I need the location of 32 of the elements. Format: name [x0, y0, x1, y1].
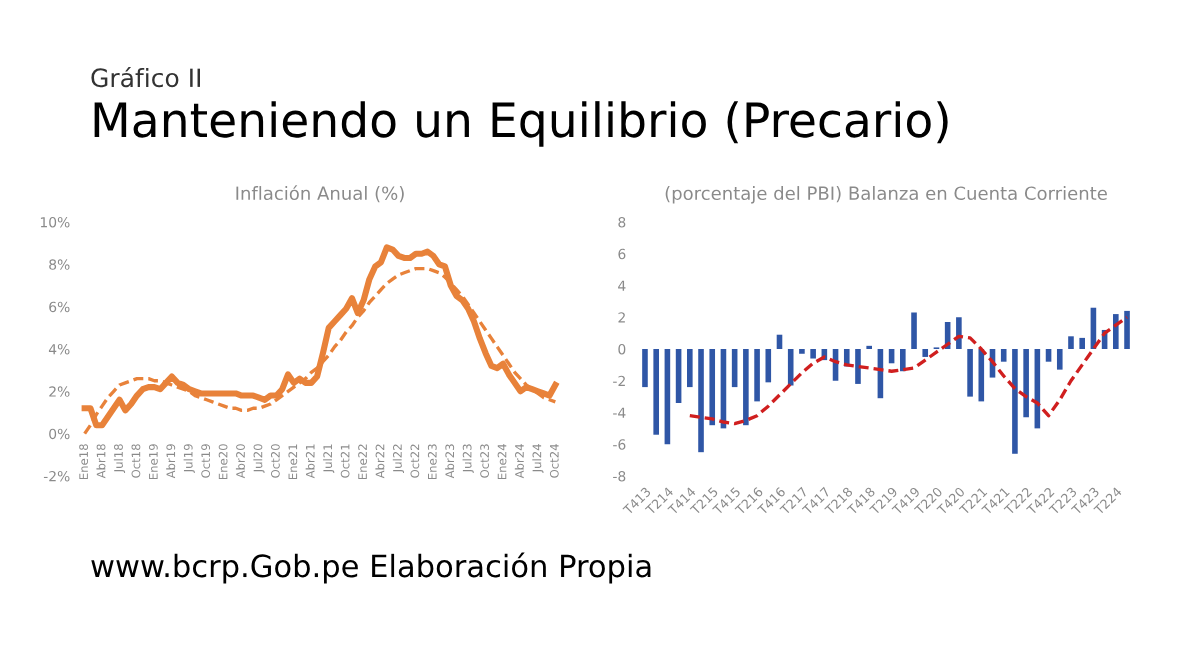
bar — [922, 349, 929, 357]
bar — [1023, 349, 1029, 418]
bar — [911, 312, 917, 349]
bar — [709, 349, 716, 426]
text: Manteniendo un Equilibrio (Precario) — [94, 101, 948, 147]
bar — [900, 349, 906, 372]
chart-title: (porcentaje del PBI) Balanza en Cuenta Corriente — [665, 186, 1107, 204]
text: Gráfico II — [91, 66, 200, 88]
bar — [687, 349, 693, 388]
chart-title: Inflación Anual (%) — [236, 185, 404, 203]
bar — [698, 349, 704, 453]
bar — [765, 349, 772, 383]
bar — [1045, 349, 1052, 362]
line-series — [81, 244, 559, 429]
bar — [653, 349, 659, 435]
bar — [1079, 337, 1085, 349]
bar — [810, 349, 816, 359]
bar — [787, 349, 794, 386]
text: www.bcrp.Gob.pe Elaboración Propia — [91, 552, 651, 584]
bar — [1068, 336, 1074, 349]
bar — [1113, 314, 1119, 349]
bar — [967, 349, 973, 397]
bar — [743, 349, 749, 426]
bar — [1056, 349, 1063, 370]
bar — [978, 349, 985, 402]
bar — [1124, 310, 1130, 349]
bar — [754, 349, 760, 402]
bar — [855, 349, 861, 384]
bar — [1012, 349, 1018, 454]
line-series — [688, 315, 1129, 426]
bar — [642, 349, 648, 388]
bar — [1000, 349, 1007, 362]
